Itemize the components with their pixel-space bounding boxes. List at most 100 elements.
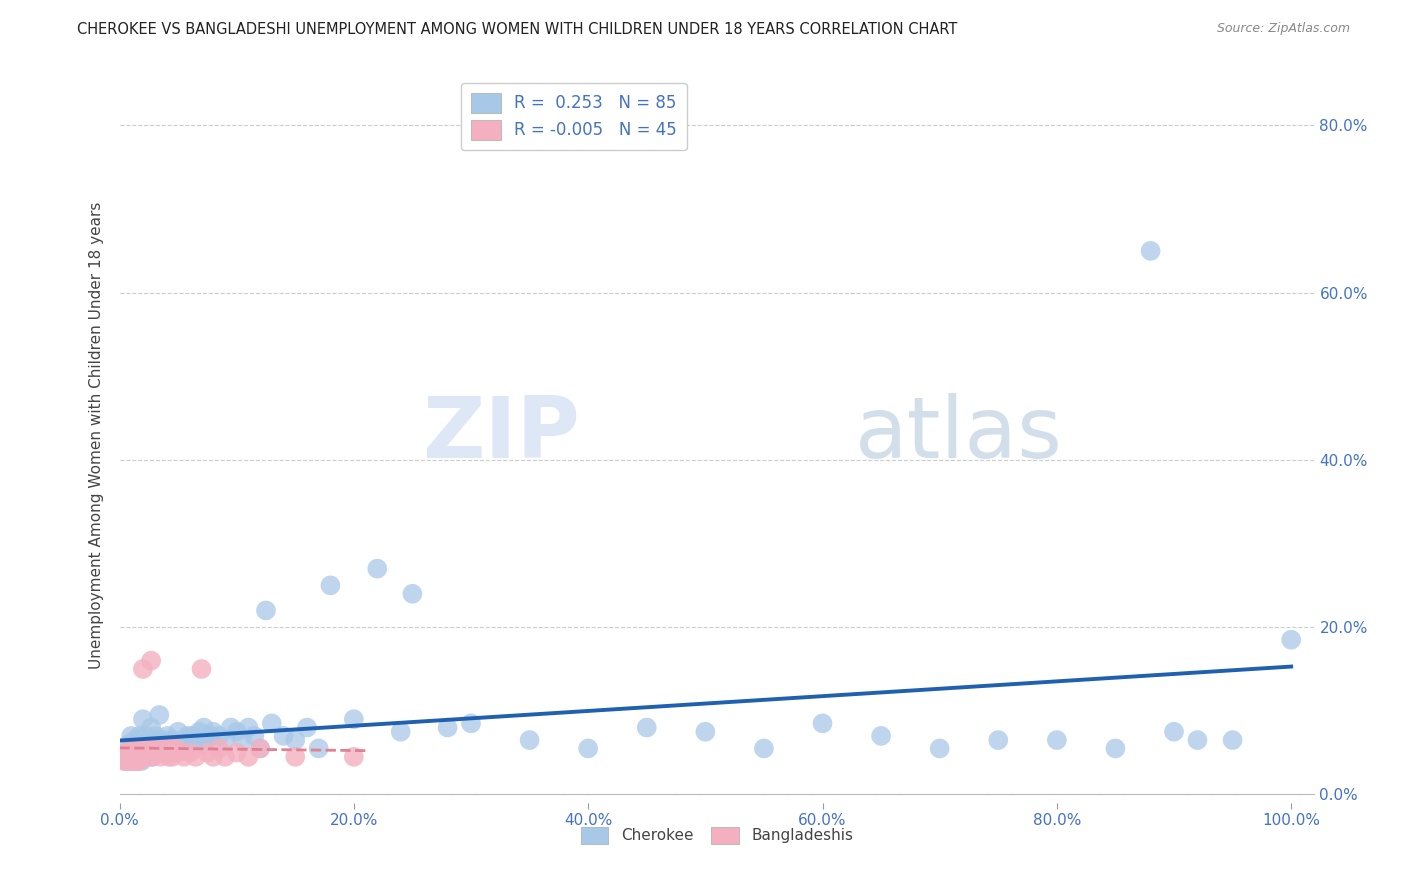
Point: [138, 741, 160, 756]
Point: [249, 741, 271, 756]
Point: [1139, 244, 1161, 258]
Point: [153, 746, 176, 760]
Text: CHEROKEE VS BANGLADESHI UNEMPLOYMENT AMONG WOMEN WITH CHILDREN UNDER 18 YEARS CO: CHEROKEE VS BANGLADESHI UNEMPLOYMENT AMO…: [77, 22, 957, 37]
Point: [129, 741, 152, 756]
Point: [145, 729, 167, 743]
Point: [273, 729, 295, 743]
Point: [120, 741, 142, 756]
Point: [225, 724, 247, 739]
Point: [118, 737, 141, 751]
Point: [343, 749, 366, 764]
Point: [141, 749, 163, 764]
Point: [129, 746, 152, 760]
Point: [128, 754, 150, 768]
Point: [157, 749, 180, 764]
Point: [636, 721, 658, 735]
Point: [148, 737, 170, 751]
Point: [319, 578, 342, 592]
Point: [179, 746, 201, 760]
Point: [295, 721, 318, 735]
Point: [1222, 733, 1244, 747]
Point: [122, 754, 145, 768]
Point: [519, 733, 541, 747]
Point: [134, 729, 156, 743]
Text: atlas: atlas: [855, 393, 1063, 476]
Point: [752, 741, 775, 756]
Point: [165, 741, 187, 756]
Point: [695, 724, 717, 739]
Point: [987, 733, 1010, 747]
Point: [169, 737, 191, 751]
Point: [190, 662, 212, 676]
Point: [143, 746, 166, 760]
Point: [238, 721, 260, 735]
Legend: Cherokee, Bangladeshis: Cherokee, Bangladeshis: [575, 821, 859, 850]
Point: [179, 733, 201, 747]
Point: [401, 587, 423, 601]
Point: [214, 749, 236, 764]
Point: [193, 721, 215, 735]
Point: [155, 741, 177, 756]
Point: [184, 749, 207, 764]
Point: [200, 729, 222, 743]
Point: [181, 729, 204, 743]
Point: [120, 746, 141, 760]
Point: [249, 741, 271, 756]
Point: [870, 729, 893, 743]
Y-axis label: Unemployment Among Women with Children Under 18 years: Unemployment Among Women with Children U…: [89, 202, 104, 668]
Point: [202, 724, 225, 739]
Point: [141, 654, 163, 668]
Point: [1163, 724, 1185, 739]
Point: [576, 741, 599, 756]
Point: [114, 754, 136, 768]
Point: [141, 721, 163, 735]
Point: [214, 733, 236, 747]
Point: [135, 746, 157, 760]
Point: [128, 729, 150, 743]
Point: [176, 729, 198, 743]
Point: [155, 741, 177, 756]
Point: [156, 729, 179, 743]
Point: [138, 737, 160, 751]
Point: [238, 749, 260, 764]
Point: [162, 733, 183, 747]
Point: [153, 733, 176, 747]
Point: [389, 724, 412, 739]
Point: [1187, 733, 1209, 747]
Point: [121, 741, 143, 756]
Point: [159, 746, 181, 760]
Point: [195, 733, 219, 747]
Point: [195, 746, 219, 760]
Point: [366, 562, 388, 576]
Point: [460, 716, 482, 731]
Point: [146, 733, 169, 747]
Point: [149, 746, 172, 760]
Point: [139, 741, 162, 756]
Point: [122, 746, 145, 760]
Point: [243, 729, 266, 743]
Point: [165, 741, 187, 756]
Point: [436, 721, 458, 735]
Point: [117, 746, 139, 760]
Point: [167, 724, 190, 739]
Point: [1279, 632, 1302, 647]
Point: [219, 721, 242, 735]
Text: Source: ZipAtlas.com: Source: ZipAtlas.com: [1216, 22, 1350, 36]
Point: [1104, 741, 1126, 756]
Point: [132, 741, 156, 756]
Point: [131, 749, 153, 764]
Text: ZIP: ZIP: [422, 393, 579, 476]
Point: [188, 724, 211, 739]
Point: [131, 754, 153, 768]
Point: [928, 741, 950, 756]
Point: [114, 746, 136, 760]
Point: [173, 749, 195, 764]
Point: [343, 712, 366, 726]
Point: [127, 746, 149, 760]
Point: [260, 716, 283, 731]
Point: [162, 749, 183, 764]
Point: [117, 746, 139, 760]
Point: [120, 754, 142, 768]
Point: [127, 754, 149, 768]
Point: [127, 741, 149, 756]
